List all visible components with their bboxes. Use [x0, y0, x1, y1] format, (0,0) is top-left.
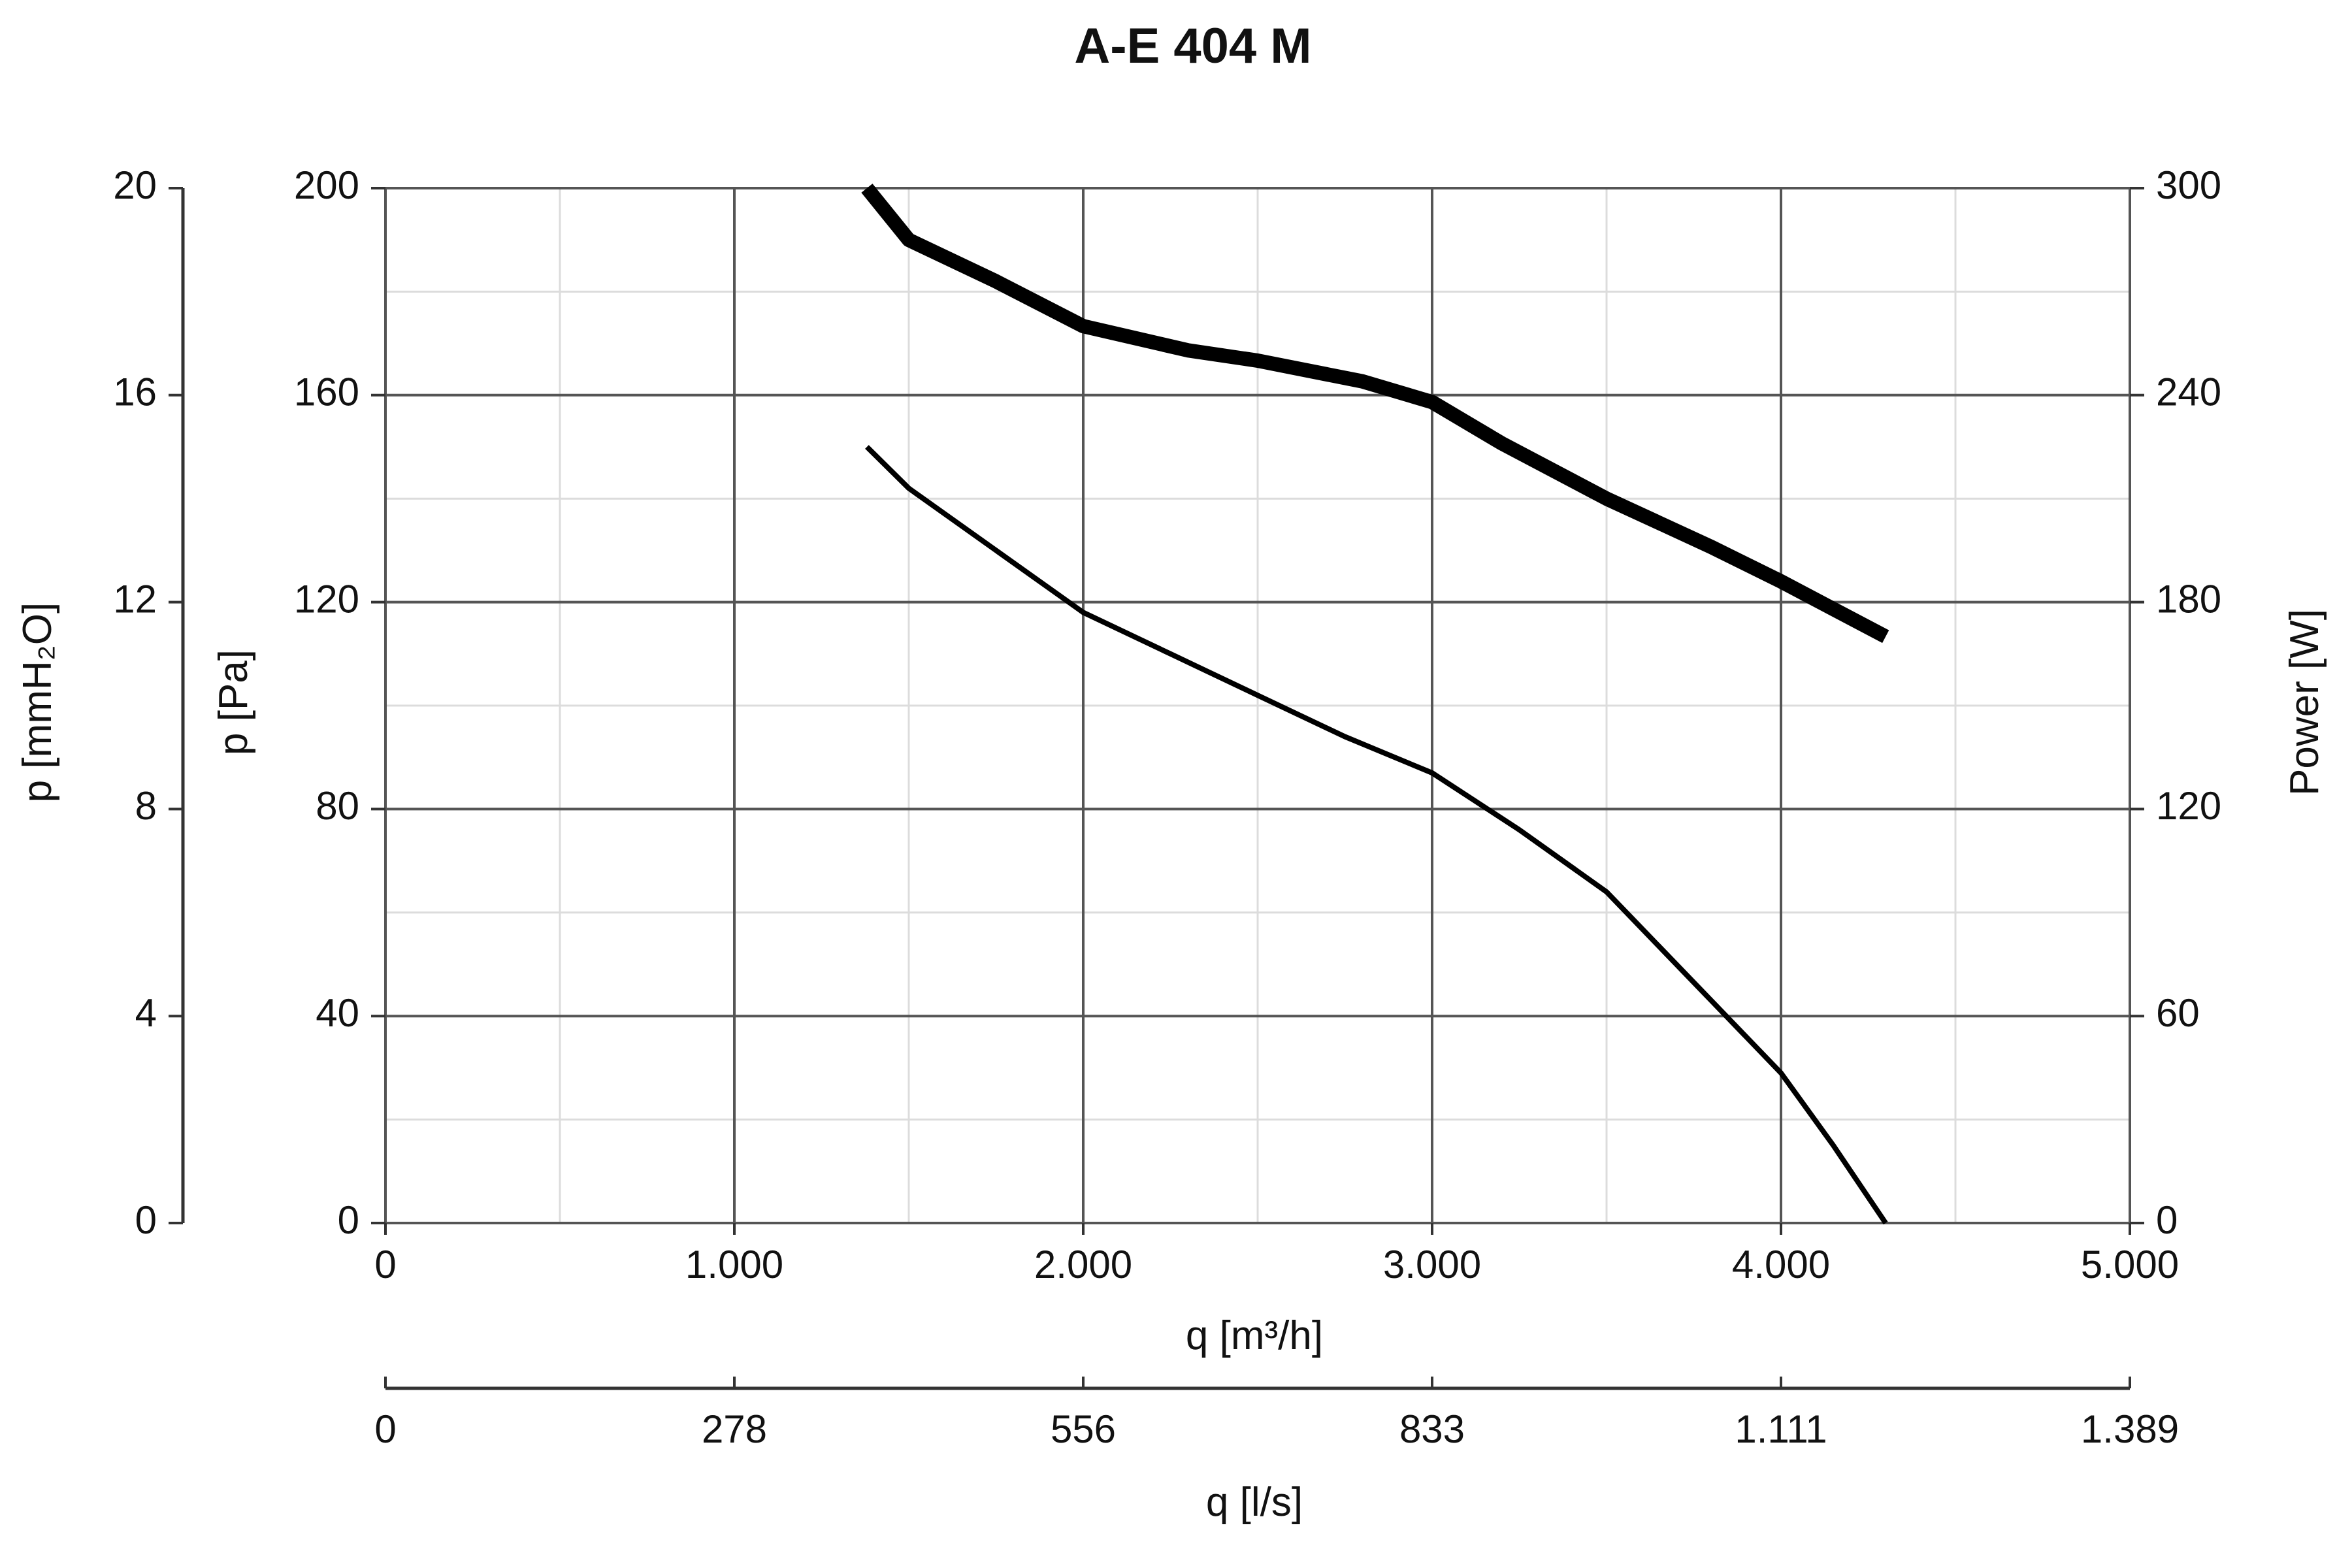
y-outer-tick-label: 8 [135, 784, 157, 828]
x-secondary-tick-label: 0 [374, 1407, 396, 1451]
y-outer-tick-label: 20 [113, 163, 157, 207]
y-outer-tick-label: 4 [135, 991, 157, 1035]
y-right-tick-label: 0 [2156, 1198, 2178, 1242]
y-outer-tick-label: 12 [113, 577, 157, 621]
axes [169, 187, 2144, 1390]
major-grid [384, 187, 2131, 1224]
y-left-tick-label: 200 [294, 163, 359, 207]
x-tick-label: 5.000 [2081, 1243, 2179, 1286]
y-axis-right-label: Power [W] [2282, 609, 2327, 796]
series-group [861, 184, 1889, 1225]
x-tick-label: 4.000 [1732, 1243, 1830, 1286]
x-tick-label: 0 [374, 1243, 396, 1286]
y-left-tick-label: 40 [316, 991, 359, 1035]
x-secondary-tick-label: 556 [1051, 1407, 1116, 1451]
minor-grid [385, 188, 2130, 1223]
y-axis-left-label: p [Pa] [211, 649, 256, 755]
pressure-curve [865, 445, 1888, 1225]
y-right-tick-label: 180 [2156, 577, 2221, 621]
x-axis-secondary-label: q [l/s] [1206, 1480, 1303, 1525]
x-tick-label: 2.000 [1034, 1243, 1132, 1286]
y-right-tick-label: 120 [2156, 784, 2221, 828]
x-secondary-tick-label: 278 [702, 1407, 767, 1451]
y-right-tick-label: 300 [2156, 163, 2221, 207]
x-tick-label: 1.000 [685, 1243, 783, 1286]
y-left-tick-label: 0 [338, 1198, 359, 1242]
y-right-tick-label: 60 [2156, 991, 2200, 1035]
y-outer-tick-label: 0 [135, 1198, 157, 1242]
y-outer-tick-label: 16 [113, 370, 157, 414]
y-left-tick-label: 160 [294, 370, 359, 414]
y-left-tick-label: 80 [316, 784, 359, 828]
y-right-tick-label: 240 [2156, 370, 2221, 414]
power-curve [861, 184, 1889, 644]
x-secondary-tick-label: 1.389 [2081, 1407, 2179, 1451]
x-secondary-tick-label: 1.111 [1735, 1407, 1827, 1451]
y-axis-left-outer-label: p [mmH₂O] [15, 602, 60, 803]
x-axis-label: q [m³/h] [1186, 1313, 1323, 1358]
chart-title: A-E 404 M [1074, 18, 1311, 74]
x-secondary-tick-label: 833 [1399, 1407, 1465, 1451]
y-left-tick-label: 120 [294, 577, 359, 621]
x-tick-label: 3.000 [1383, 1243, 1481, 1286]
